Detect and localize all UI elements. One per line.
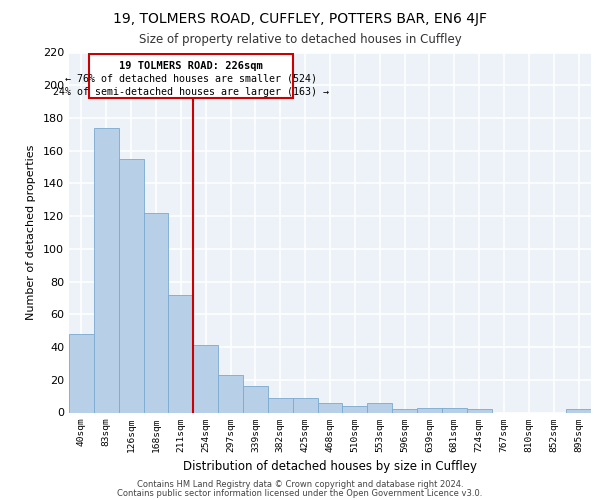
Text: Size of property relative to detached houses in Cuffley: Size of property relative to detached ho…	[139, 32, 461, 46]
Bar	[69, 334, 94, 412]
Bar	[119, 159, 143, 412]
Bar	[417, 408, 442, 412]
Bar	[566, 409, 591, 412]
Bar	[343, 406, 367, 412]
Bar	[467, 409, 491, 412]
Bar	[293, 398, 317, 412]
Bar	[367, 402, 392, 412]
Bar	[317, 402, 343, 412]
Text: 19, TOLMERS ROAD, CUFFLEY, POTTERS BAR, EN6 4JF: 19, TOLMERS ROAD, CUFFLEY, POTTERS BAR, …	[113, 12, 487, 26]
Bar	[143, 213, 169, 412]
Bar	[193, 346, 218, 412]
Bar	[268, 398, 293, 412]
Bar	[218, 375, 243, 412]
Bar	[169, 294, 193, 412]
Text: Contains public sector information licensed under the Open Government Licence v3: Contains public sector information licen…	[118, 488, 482, 498]
Y-axis label: Number of detached properties: Number of detached properties	[26, 145, 36, 320]
Text: 19 TOLMERS ROAD: 226sqm: 19 TOLMERS ROAD: 226sqm	[119, 60, 263, 70]
Text: 24% of semi-detached houses are larger (163) →: 24% of semi-detached houses are larger (…	[53, 87, 329, 97]
Text: Contains HM Land Registry data © Crown copyright and database right 2024.: Contains HM Land Registry data © Crown c…	[137, 480, 463, 489]
Bar	[89, 54, 293, 98]
Bar	[442, 408, 467, 412]
Text: ← 76% of detached houses are smaller (524): ← 76% of detached houses are smaller (52…	[65, 74, 317, 84]
Bar	[243, 386, 268, 412]
Bar	[392, 409, 417, 412]
X-axis label: Distribution of detached houses by size in Cuffley: Distribution of detached houses by size …	[183, 460, 477, 473]
Bar	[94, 128, 119, 412]
